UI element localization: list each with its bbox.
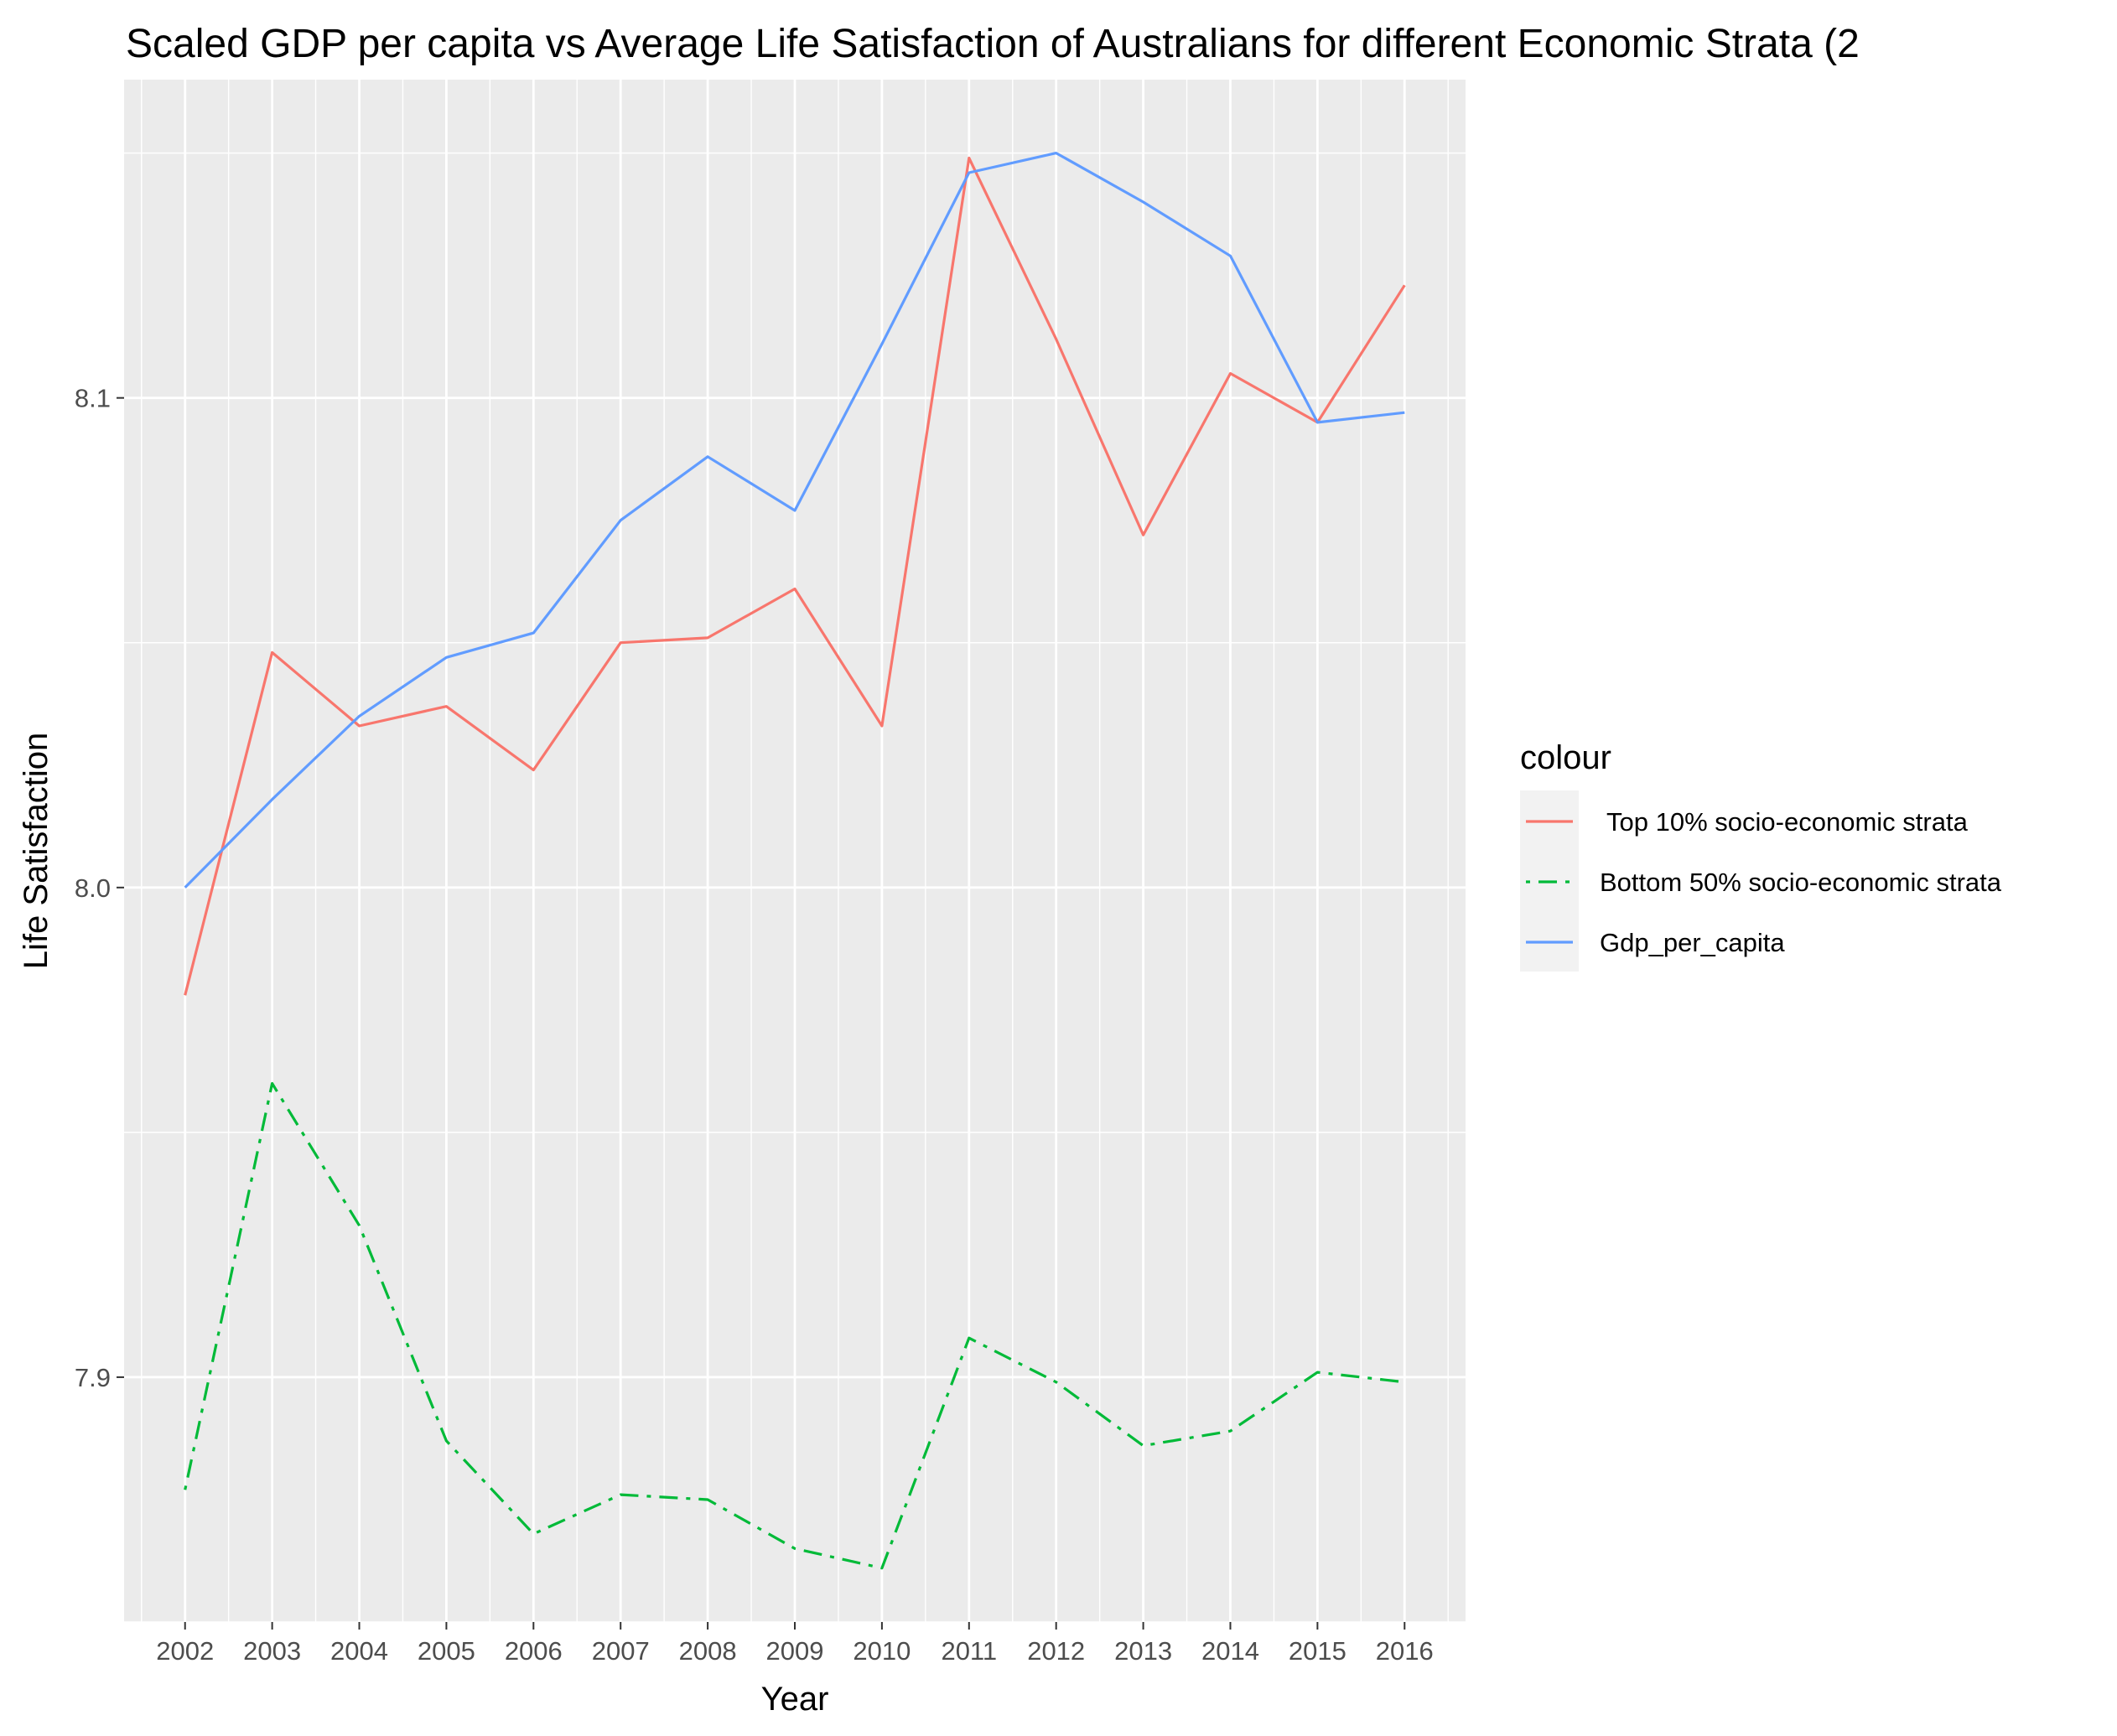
x-tick-label: 2007 (592, 1636, 650, 1666)
x-tick-label: 2015 (1289, 1636, 1346, 1666)
legend: colour Top 10% socio-economic strata Bott… (1520, 739, 2002, 972)
series-line-2 (184, 152, 1405, 889)
y-tick-label: 8.1 (75, 384, 111, 413)
x-tick-label: 2010 (853, 1636, 911, 1666)
x-tick-label: 2014 (1201, 1636, 1259, 1666)
x-tick-label: 2004 (330, 1636, 388, 1666)
x-tick-label: 2012 (1027, 1636, 1085, 1666)
x-tick-label: 2005 (418, 1636, 475, 1666)
series-layer (184, 152, 1406, 1570)
x-tick-label: 2008 (679, 1636, 737, 1666)
x-tick-label: 2006 (505, 1636, 563, 1666)
chart-title: Scaled GDP per capita vs Average Life Sa… (126, 22, 1860, 66)
y-tick-label: 8.0 (75, 873, 111, 903)
x-tick-label: 2013 (1114, 1636, 1172, 1666)
y-axis-title: Life Satisfaction (18, 733, 54, 969)
y-tick-label: 7.9 (75, 1363, 111, 1392)
x-tick-label: 2009 (766, 1636, 824, 1666)
x-tick-label: 2002 (156, 1636, 214, 1666)
legend-title: colour (1520, 739, 1611, 776)
x-axis: 2002 2003 2004 2005 2006 2007 2008 2009 2010 2011… (156, 1622, 1434, 1666)
x-tick-label: 2003 (243, 1636, 301, 1666)
legend-label-1: Bottom 50% socio-economic strata (1600, 868, 2002, 897)
series-line-1 (184, 1081, 1405, 1570)
legend-label-2: Gdp_per_capita (1600, 928, 1785, 957)
grid-major (124, 80, 1466, 1622)
x-tick-label: 2016 (1376, 1636, 1434, 1666)
y-axis: 7.9 8.0 8.1 (75, 384, 124, 1392)
series-line-0 (184, 156, 1406, 996)
legend-label-0: Top 10% socio-economic strata (1600, 807, 1969, 837)
x-axis-title: Year (761, 1681, 829, 1718)
x-tick-label: 2011 (941, 1636, 997, 1666)
